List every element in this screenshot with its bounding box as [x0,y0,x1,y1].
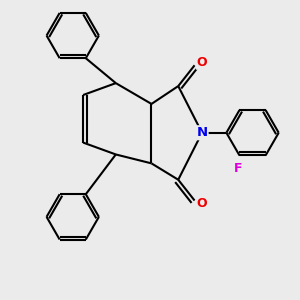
Text: O: O [197,56,207,69]
Text: O: O [197,197,207,210]
Text: N: N [196,126,208,139]
Text: F: F [234,162,242,175]
